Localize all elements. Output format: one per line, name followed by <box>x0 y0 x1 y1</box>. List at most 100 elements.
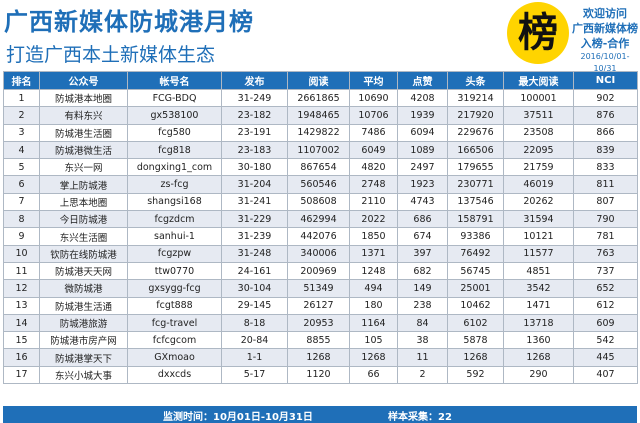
cell-posts: 23-183 <box>221 140 288 160</box>
cell-account-id: gxsygg-fcg <box>127 279 222 298</box>
cell-nci: 876 <box>573 106 638 125</box>
column-header-headline: 头条 <box>447 71 504 90</box>
cell-max-reads: 23508 <box>503 123 574 142</box>
cell-average: 4820 <box>349 158 398 177</box>
cell-account-id: zs-fcg <box>127 175 222 194</box>
cell-account-id: fcg580 <box>127 123 222 142</box>
cell-max-reads: 1268 <box>503 348 574 367</box>
column-header-likes: 点赞 <box>397 71 448 90</box>
cell-likes: 1939 <box>397 106 448 125</box>
cell-reads: 1429822 <box>287 123 350 142</box>
cell-headline: 179655 <box>447 158 504 177</box>
cell-average: 1371 <box>349 244 398 263</box>
promo-line-2: 广西新媒体榜 <box>572 22 638 35</box>
sample-count: 样本采集：22 <box>388 412 452 423</box>
cell-max-reads: 31594 <box>503 210 574 229</box>
cell-likes: 6094 <box>397 123 448 142</box>
cell-nci: 763 <box>573 244 638 263</box>
cell-nci: 781 <box>573 227 638 246</box>
cell-headline: 56745 <box>447 261 504 281</box>
table-row: 13 防城港生活通 fcgt888 29-145 26127 180 238 10462 147… <box>3 296 638 315</box>
cell-headline: 25001 <box>447 279 504 298</box>
cell-account-id: fcgzpw <box>127 244 222 263</box>
page-subtitle: 打造广西本土新媒体生态 <box>6 44 216 66</box>
cell-account-id: gx538100 <box>127 106 222 125</box>
ranking-table: 排名 公众号 帐号名 发布 阅读 平均 点赞 头条 最大阅读 NCI 1 防城港本地圈 FCG-BDQ… <box>3 71 638 385</box>
cell-average: 10706 <box>349 106 398 125</box>
cell-posts: 30-180 <box>221 158 288 177</box>
cell-reads: 867654 <box>287 158 350 177</box>
table-header-row: 排名 公众号 帐号名 发布 阅读 平均 点赞 头条 最大阅读 NCI <box>3 71 638 90</box>
cell-rank: 1 <box>3 88 40 108</box>
cell-nci: 790 <box>573 210 638 229</box>
cell-nci: 902 <box>573 88 638 108</box>
table-row: 16 防城港掌天下 GXmoao 1-1 1268 1268 11 1268 1268 445 <box>3 348 638 367</box>
cell-account: 东兴生活圈 <box>39 227 128 246</box>
cell-likes: 149 <box>397 279 448 298</box>
cell-headline: 93386 <box>447 227 504 246</box>
table-row: 12 微防城港 gxsygg-fcg 30-104 51349 494 149 25001 35… <box>3 279 638 298</box>
cell-account: 有料东兴 <box>39 106 128 125</box>
cell-rank: 6 <box>3 175 40 194</box>
page-footer: 监测时间：10月01日-10月31日 样本采集：22 <box>3 406 637 423</box>
cell-likes: 84 <box>397 313 448 333</box>
cell-account-id: dongxing1_com <box>127 158 222 177</box>
cell-rank: 8 <box>3 210 40 229</box>
cell-average: 1850 <box>349 227 398 246</box>
column-header-account-id: 帐号名 <box>127 71 222 90</box>
promo-line-3: 入榜-合作 <box>580 37 630 50</box>
cell-account: 今日防城港 <box>39 210 128 229</box>
badge-char: 榜 <box>518 10 558 56</box>
promo-line-1: 欢迎访问 <box>583 7 627 20</box>
cell-account: 防城港旅游 <box>39 313 128 333</box>
column-header-reads: 阅读 <box>287 71 350 90</box>
cell-average: 1164 <box>349 313 398 333</box>
cell-posts: 1-1 <box>221 348 288 367</box>
cell-headline: 6102 <box>447 313 504 333</box>
cell-max-reads: 1471 <box>503 296 574 315</box>
table-body: 1 防城港本地圈 FCG-BDQ 31-249 2661865 10690 4208 3192… <box>3 88 638 385</box>
column-header-posts: 发布 <box>221 71 288 90</box>
cell-average: 66 <box>349 365 398 385</box>
cell-account-id: dxxcds <box>127 365 222 385</box>
cell-reads: 442076 <box>287 227 350 246</box>
cell-reads: 20953 <box>287 313 350 333</box>
table-row: 1 防城港本地圈 FCG-BDQ 31-249 2661865 10690 4208 3192… <box>3 88 638 108</box>
cell-nci: 839 <box>573 140 638 160</box>
cell-rank: 15 <box>3 331 40 350</box>
cell-average: 7486 <box>349 123 398 142</box>
cell-nci: 737 <box>573 261 638 281</box>
cell-rank: 13 <box>3 296 40 315</box>
cell-nci: 833 <box>573 158 638 177</box>
cell-reads: 340006 <box>287 244 350 263</box>
page-header: 广西新媒体防城港月榜 打造广西本土新媒体生态 榜 欢迎访问 广西新媒体榜 入榜-… <box>0 0 640 73</box>
cell-average: 1268 <box>349 348 398 367</box>
table-row: 14 防城港旅游 fcg-travel 8-18 20953 1164 84 6102 1371… <box>3 313 638 333</box>
column-header-average: 平均 <box>349 71 398 90</box>
cell-average: 180 <box>349 296 398 315</box>
cell-account-id: fcg-travel <box>127 313 222 333</box>
table-row: 4 防城港微生活 fcg818 23-183 1107002 6049 1089 166506… <box>3 140 638 160</box>
table-row: 11 防城港天天网 ttw0770 24-161 200969 1248 682 56745 4… <box>3 261 638 281</box>
cell-account-id: shangsi168 <box>127 192 222 212</box>
ranking-badge: 榜 <box>507 2 569 64</box>
cell-nci: 811 <box>573 175 638 194</box>
cell-max-reads: 37511 <box>503 106 574 125</box>
table-row: 10 钦防在线防城港 fcgzpw 31-248 340006 1371 397 76492 1… <box>3 244 638 263</box>
cell-reads: 1107002 <box>287 140 350 160</box>
cell-rank: 5 <box>3 158 40 177</box>
cell-account-id: FCG-BDQ <box>127 88 222 108</box>
cell-posts: 31-204 <box>221 175 288 194</box>
cell-rank: 7 <box>3 192 40 212</box>
cell-likes: 4208 <box>397 88 448 108</box>
cell-max-reads: 290 <box>503 365 574 385</box>
cell-account: 防城港生活通 <box>39 296 128 315</box>
cell-account-id: fcfcgcom <box>127 331 222 350</box>
cell-nci: 542 <box>573 331 638 350</box>
cell-posts: 5-17 <box>221 365 288 385</box>
cell-likes: 682 <box>397 261 448 281</box>
cell-reads: 508608 <box>287 192 350 212</box>
cell-account-id: fcgzdcm <box>127 210 222 229</box>
cell-rank: 4 <box>3 140 40 160</box>
cell-max-reads: 13718 <box>503 313 574 333</box>
